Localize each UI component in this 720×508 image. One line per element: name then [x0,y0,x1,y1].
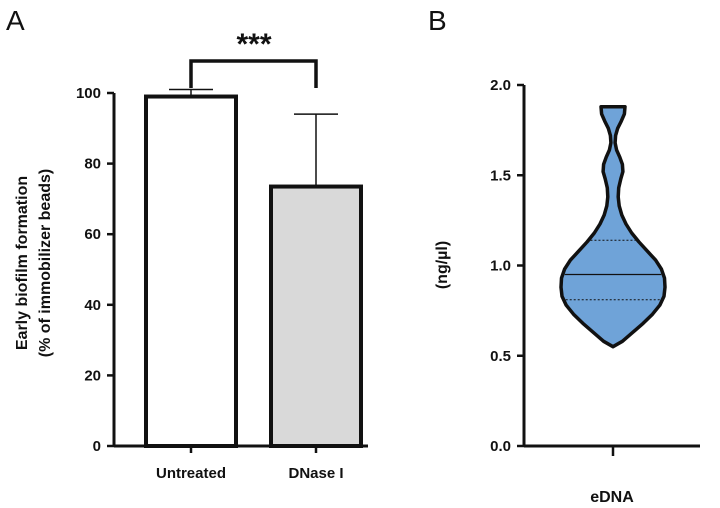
panel-b-ylabel: (ng/µl) [434,241,451,289]
panel-a-x-tick-label: Untreated [156,465,226,482]
panel-a: Early biofilm formation (% of immobilize… [14,28,368,482]
panel-a-ylabel-line1: Early biofilm formation [14,176,31,350]
panel-a-x-tick-label: DNase I [288,465,343,482]
panel-b-y-tick-label: 1.0 [490,258,511,275]
panel-a-y-tick-label: 100 [76,85,101,102]
panel-b-category-label: eDNA [590,489,634,506]
panel-b-y-tick-label: 0.0 [490,438,511,455]
panel-a-y-tick-label: 40 [84,297,101,314]
violin-body [559,104,667,349]
panel-a-letter: A [6,5,25,36]
panel-b-y-tick-label: 0.5 [490,348,511,365]
panel-a-y-tick-label: 80 [84,156,101,173]
panel-b-letter: B [428,5,447,36]
significance-label: *** [236,28,271,61]
bar [144,94,238,448]
panel-a-y-tick-label: 0 [93,438,101,455]
panel-a-y-tick-label: 20 [84,367,101,384]
panel-b-y-tick-label: 1.5 [490,167,511,184]
panel-a-y-tick-label: 60 [84,226,101,243]
panel-a-ylabel-line2: (% of immobilizer beads) [37,169,54,357]
bar [269,184,363,448]
panel-b-y-tick-label: 2.0 [490,77,511,94]
panel-b: (ng/µl) eDNA 0.0 0.5 1.0 1.5 2.0 [434,77,700,506]
significance-bracket [189,59,318,88]
